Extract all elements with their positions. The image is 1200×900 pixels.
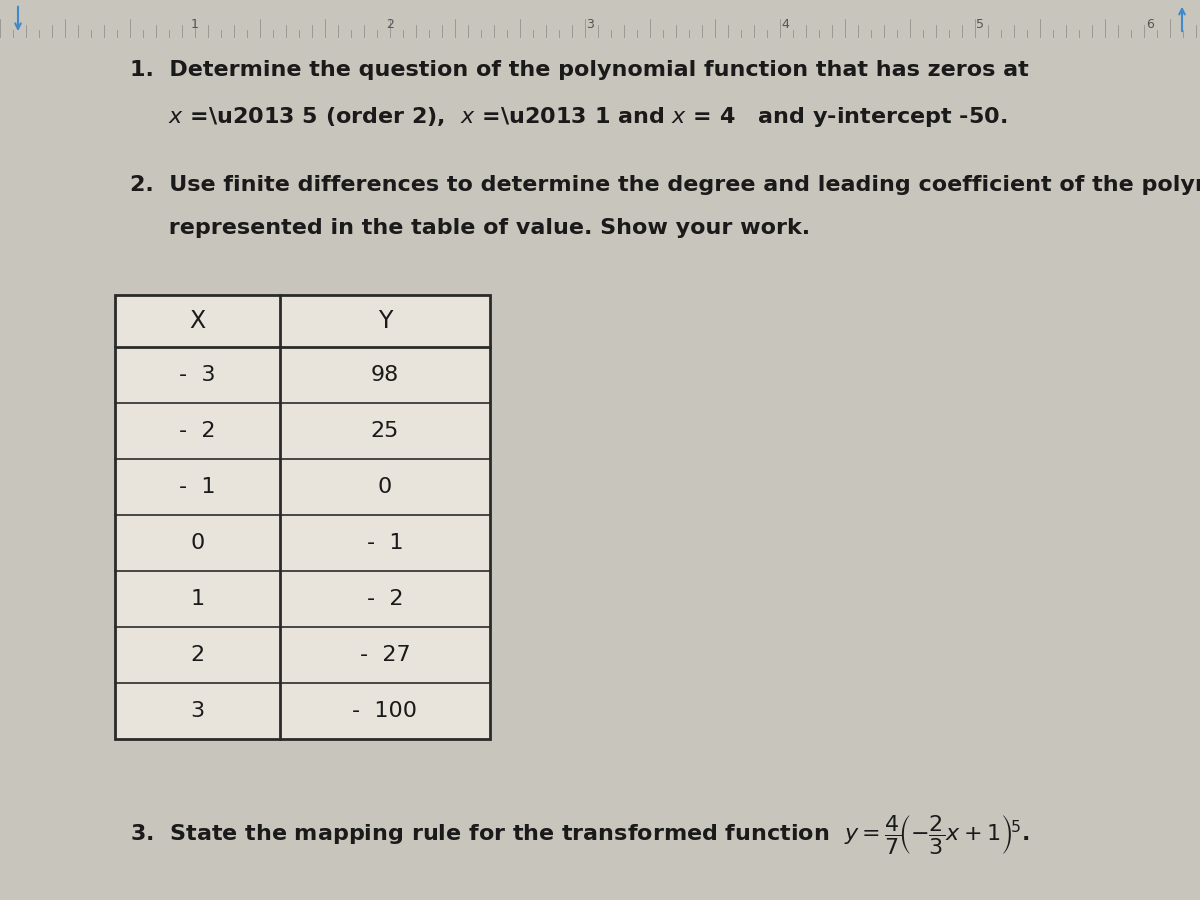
Text: 3: 3 xyxy=(191,701,204,721)
Text: -  2: - 2 xyxy=(367,589,403,609)
Text: Y: Y xyxy=(378,309,392,333)
Text: 25: 25 xyxy=(371,421,400,441)
Text: -  2: - 2 xyxy=(179,421,216,441)
Text: 1: 1 xyxy=(191,18,199,32)
Text: -  27: - 27 xyxy=(360,645,410,665)
Text: 98: 98 xyxy=(371,365,400,385)
Text: 6: 6 xyxy=(1146,18,1154,32)
Text: -  3: - 3 xyxy=(179,365,216,385)
Bar xyxy=(115,295,490,739)
Text: 0: 0 xyxy=(378,477,392,497)
Text: 1.  Determine the question of the polynomial function that has zeros at: 1. Determine the question of the polynom… xyxy=(130,60,1028,80)
Text: 2: 2 xyxy=(191,645,204,665)
Text: 2: 2 xyxy=(386,18,394,32)
Text: -  1: - 1 xyxy=(179,477,216,497)
Text: 3: 3 xyxy=(586,18,594,32)
Text: represented in the table of value. Show your work.: represented in the table of value. Show … xyxy=(130,218,810,238)
Text: -  1: - 1 xyxy=(367,533,403,553)
Text: 3.  State the mapping rule for the transformed function  $y = \dfrac{4}{7}\!\lef: 3. State the mapping rule for the transf… xyxy=(130,814,1030,857)
Text: $x$ =\u2013 5 (order 2),  $x$ =\u2013 1 and $x$ = 4   and y-intercept -50.: $x$ =\u2013 5 (order 2), $x$ =\u2013 1 a… xyxy=(130,105,1007,129)
Text: 0: 0 xyxy=(191,533,205,553)
Text: 4: 4 xyxy=(781,18,788,32)
Text: 2.  Use finite differences to determine the degree and leading coefficient of th: 2. Use finite differences to determine t… xyxy=(130,175,1200,195)
Text: 5: 5 xyxy=(976,18,984,32)
Text: -  100: - 100 xyxy=(353,701,418,721)
Text: X: X xyxy=(190,309,205,333)
Text: 1: 1 xyxy=(191,589,204,609)
